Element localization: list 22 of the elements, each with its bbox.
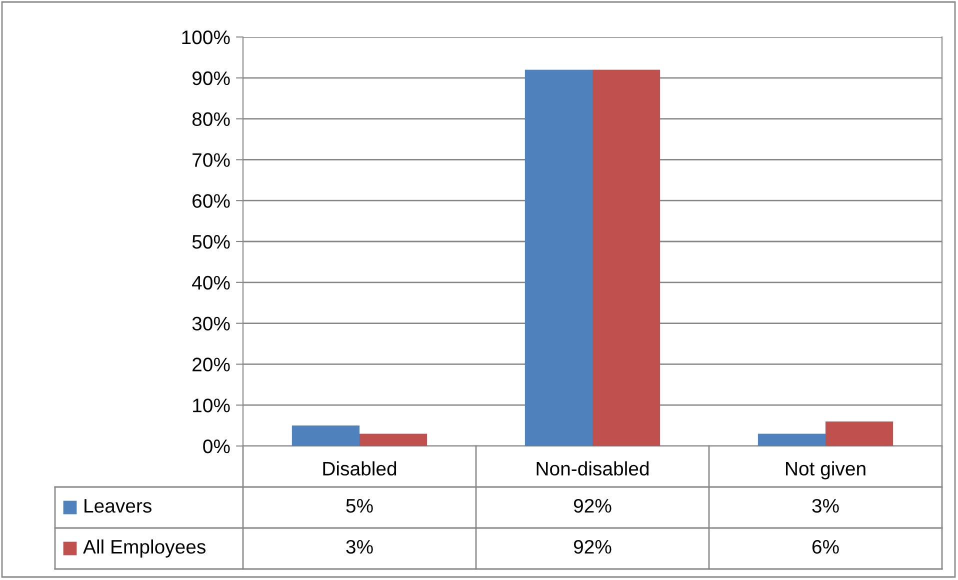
text: 6% (812, 540, 839, 554)
x-tick-label: Not given (786, 461, 866, 480)
text: 92% (574, 540, 612, 554)
y-tick-label: 20% (192, 358, 230, 372)
y-tick-label: 0% (203, 439, 230, 454)
y-tick-label: 100% (182, 30, 230, 44)
y-tick-label: 80% (192, 112, 230, 126)
legend-label: Leavers (84, 499, 152, 513)
y-tick-label: 30% (192, 316, 230, 331)
y-tick-label: 70% (192, 153, 230, 167)
x-tick-label: Non-disabled (536, 461, 649, 476)
y-tick-label: 40% (192, 276, 230, 290)
y-tick-label: 10% (193, 398, 230, 412)
y-tick-label: 90% (192, 71, 230, 86)
text: 5% (346, 499, 373, 513)
legend-label: All Employees (83, 539, 206, 558)
x-tick-label: Disabled (323, 461, 396, 476)
y-tick-label: 50% (192, 234, 230, 249)
text: 92% (574, 498, 612, 513)
text: 3% (812, 498, 839, 513)
y-tick-label: 60% (192, 194, 230, 208)
text: 3% (346, 540, 373, 554)
